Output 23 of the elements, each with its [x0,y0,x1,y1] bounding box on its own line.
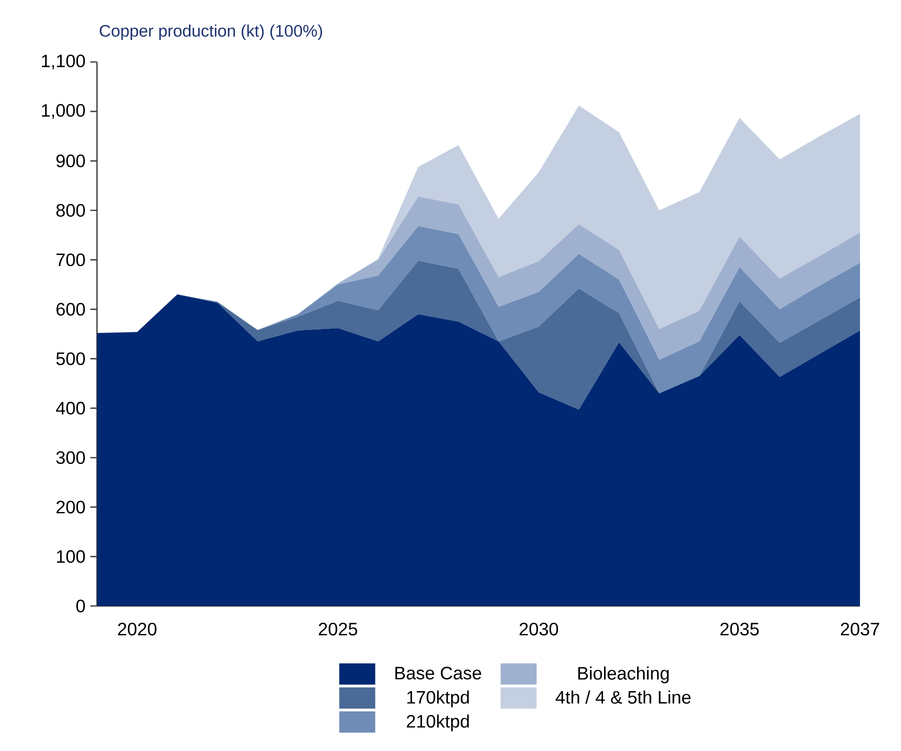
legend-label: Base Case [395,666,482,680]
legend-label: 170ktpd [407,690,469,708]
y-tick-label: 200 [56,500,85,514]
y-tick-label: 700 [56,253,85,266]
y-tick-label: 300 [56,451,85,464]
y-tick-label: 1,100 [42,54,85,70]
y-tick-label: 800 [56,204,85,217]
x-tick-label: 2030 [520,622,558,636]
x-tick-label: 2025 [318,622,358,636]
y-tick-label: 100 [56,550,85,563]
y-tick-label: 0 [76,600,85,612]
x-tick-label: 2035 [720,622,759,636]
x-tick-label: 2037 [840,622,880,636]
legend-label: Bioleaching [578,666,669,684]
x-tick-label: 2020 [118,622,156,636]
legend-label: 210ktpd [406,714,469,732]
y-tick-label: 600 [56,302,85,316]
y-tick-label: 500 [56,352,85,366]
legend-label: 4th / 4 & 5th Line [556,690,691,704]
y-tick-label: 400 [56,402,85,415]
y-tick-label: 1,000 [42,104,85,119]
y-tick-label: 900 [56,154,85,168]
y-axis-title: Copper production (kt) (100%) [100,24,322,40]
